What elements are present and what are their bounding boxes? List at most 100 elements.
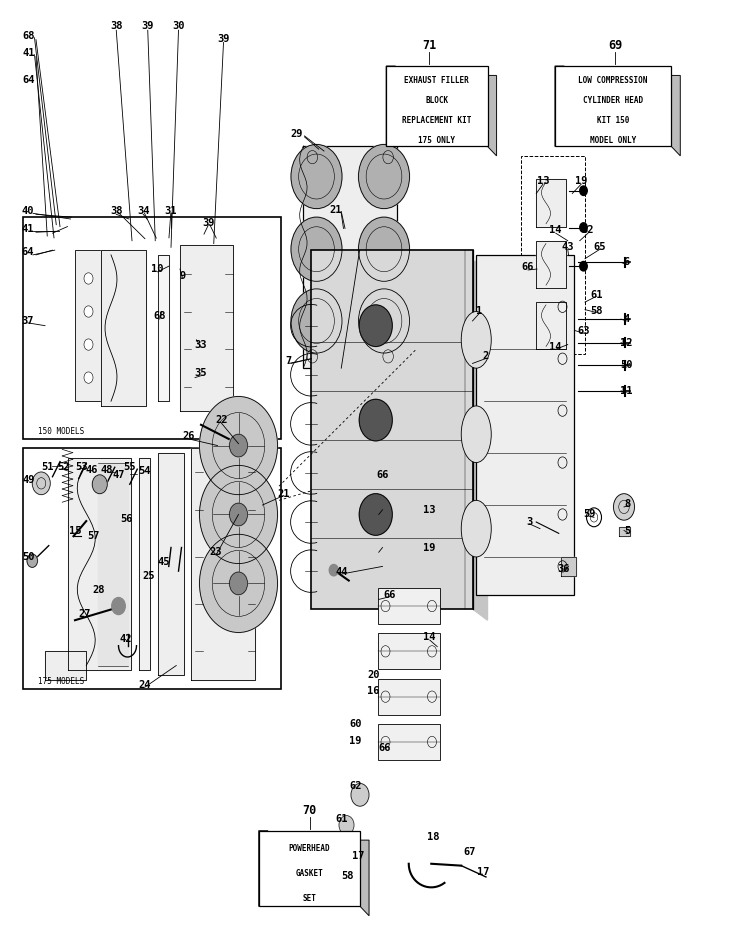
Circle shape (27, 554, 38, 567)
Text: 33: 33 (195, 340, 207, 349)
Circle shape (92, 475, 107, 494)
Polygon shape (68, 458, 131, 670)
Bar (75, 250, 128, 401)
Text: 61: 61 (590, 290, 602, 299)
Polygon shape (619, 527, 630, 536)
Polygon shape (191, 448, 255, 680)
Text: GASKET: GASKET (296, 869, 323, 878)
Text: 34: 34 (137, 207, 149, 216)
Polygon shape (561, 557, 576, 576)
Text: 49: 49 (22, 475, 34, 484)
Polygon shape (536, 302, 566, 349)
Text: 11: 11 (620, 386, 632, 396)
Text: 3: 3 (526, 517, 532, 527)
Text: 53: 53 (75, 463, 87, 472)
Text: 7: 7 (286, 356, 292, 365)
Circle shape (580, 261, 587, 271)
Text: 22: 22 (215, 415, 227, 425)
Text: 14: 14 (550, 226, 562, 235)
Text: 47: 47 (112, 470, 125, 480)
Text: 26: 26 (183, 431, 195, 441)
Text: 46: 46 (86, 465, 98, 475)
Circle shape (358, 217, 410, 281)
Text: 66: 66 (522, 262, 534, 272)
Text: 4: 4 (623, 314, 629, 324)
Text: 32: 32 (582, 226, 594, 235)
Circle shape (200, 465, 278, 564)
Text: 28: 28 (92, 585, 104, 595)
Polygon shape (180, 245, 232, 411)
Polygon shape (386, 66, 496, 156)
Text: 5: 5 (625, 526, 631, 535)
Text: 18: 18 (427, 833, 439, 842)
Text: 37: 37 (22, 316, 34, 326)
Bar (386, 66, 488, 146)
Text: 31: 31 (165, 207, 177, 216)
Ellipse shape (461, 406, 491, 463)
Polygon shape (158, 255, 169, 401)
Circle shape (358, 289, 410, 353)
Text: 19: 19 (575, 177, 587, 186)
Text: 56: 56 (120, 514, 132, 524)
Text: 23: 23 (210, 548, 222, 557)
Text: 13: 13 (537, 177, 549, 186)
Text: 175 MODELS: 175 MODELS (38, 677, 84, 686)
Text: 58: 58 (590, 306, 602, 315)
Text: 6: 6 (623, 258, 629, 267)
Text: 35: 35 (195, 368, 207, 378)
Bar (22, 448, 281, 689)
Text: 1: 1 (476, 306, 482, 315)
Text: 175 ONLY: 175 ONLY (419, 136, 455, 144)
Text: 41: 41 (22, 48, 34, 58)
Text: 38: 38 (110, 207, 122, 216)
Text: 59: 59 (584, 510, 596, 519)
Circle shape (84, 306, 93, 317)
Text: 27: 27 (79, 609, 91, 618)
Text: 58: 58 (341, 871, 353, 881)
Circle shape (291, 217, 342, 281)
Text: 50: 50 (22, 552, 34, 562)
Text: 16: 16 (368, 686, 380, 696)
Text: 19: 19 (350, 736, 361, 746)
Circle shape (359, 494, 392, 535)
Text: 45: 45 (158, 557, 170, 566)
Circle shape (230, 572, 248, 595)
Circle shape (351, 784, 369, 806)
Text: MODEL ONLY: MODEL ONLY (590, 136, 636, 144)
Circle shape (200, 534, 278, 632)
Circle shape (291, 289, 342, 353)
Polygon shape (98, 463, 128, 666)
Bar (303, 145, 398, 367)
Circle shape (32, 472, 50, 495)
Polygon shape (555, 66, 680, 156)
Bar (378, 724, 440, 760)
Bar (476, 255, 574, 595)
Polygon shape (536, 179, 566, 227)
Text: 24: 24 (139, 681, 151, 690)
Bar (259, 831, 360, 906)
Text: POWERHEAD: POWERHEAD (289, 844, 330, 852)
Circle shape (291, 144, 342, 209)
Text: 62: 62 (350, 782, 361, 791)
Text: 17: 17 (478, 868, 490, 877)
Text: 68: 68 (154, 312, 166, 321)
Text: 64: 64 (22, 247, 34, 257)
Bar (378, 679, 440, 715)
Text: 150 MODELS: 150 MODELS (38, 427, 84, 436)
Text: 69: 69 (608, 39, 622, 52)
Circle shape (329, 565, 338, 576)
Text: 57: 57 (88, 531, 100, 541)
Text: 66: 66 (376, 470, 388, 480)
Text: 68: 68 (22, 31, 34, 41)
Circle shape (580, 223, 587, 232)
Text: 39: 39 (142, 22, 154, 31)
Polygon shape (259, 831, 369, 916)
Circle shape (358, 144, 410, 209)
Text: 30: 30 (172, 22, 184, 31)
Text: 66: 66 (379, 743, 391, 752)
Polygon shape (536, 241, 566, 288)
Text: 17: 17 (352, 851, 364, 861)
Text: 41: 41 (22, 225, 34, 234)
Text: 67: 67 (464, 848, 476, 857)
Text: KIT 150: KIT 150 (597, 116, 629, 125)
